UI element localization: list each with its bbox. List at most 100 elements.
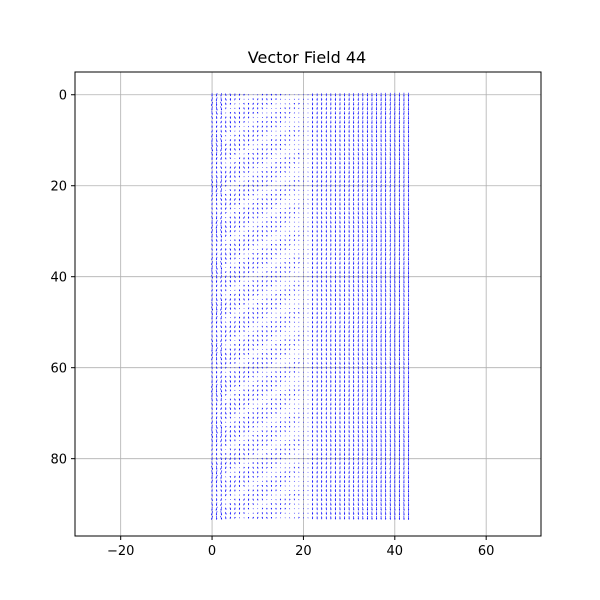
vector-arrow — [339, 97, 341, 101]
vector-arrow — [270, 517, 273, 519]
vector-arrow — [407, 479, 410, 484]
vector-arrow — [362, 188, 364, 192]
vector-arrow — [334, 343, 337, 347]
vector-arrow — [270, 353, 272, 356]
vector-arrow — [362, 516, 364, 520]
vector-arrow — [256, 211, 259, 215]
vector-arrow — [238, 371, 241, 374]
vector-arrow — [220, 111, 222, 115]
vector-arrow — [316, 429, 318, 433]
vector-arrow — [215, 438, 218, 443]
vector-arrow — [229, 484, 232, 488]
vector-arrow — [316, 425, 318, 429]
vector-arrow — [215, 101, 218, 106]
vector-arrow — [279, 239, 282, 242]
vector-arrow — [366, 475, 369, 479]
vector-arrow — [403, 238, 405, 243]
vector-arrow — [330, 202, 332, 206]
vector-arrow — [394, 402, 396, 407]
vector-arrow — [284, 116, 286, 119]
vector-arrow — [394, 160, 396, 165]
vector-arrow — [380, 233, 382, 238]
vector-arrow — [311, 175, 314, 179]
vector-arrow — [380, 379, 382, 384]
vector-arrow — [348, 261, 350, 265]
vector-arrow — [380, 188, 382, 193]
vector-arrow — [316, 466, 318, 470]
vector-arrow — [366, 115, 369, 120]
vector-arrow — [371, 197, 373, 202]
vector-arrow — [394, 238, 396, 243]
vector-arrow — [348, 484, 350, 488]
vector-arrow — [339, 215, 341, 220]
vector-arrow — [243, 389, 245, 392]
vector-arrow — [375, 493, 378, 497]
vector-arrow — [243, 339, 245, 342]
vector-arrow — [256, 111, 259, 114]
vector-arrow — [375, 411, 378, 415]
vector-arrow — [280, 325, 282, 328]
vector-arrow — [261, 289, 264, 292]
vector-arrow — [362, 284, 364, 288]
vector-arrow — [247, 271, 250, 274]
vector-arrow — [366, 447, 369, 452]
vector-arrow — [215, 361, 218, 365]
vector-arrow — [366, 484, 369, 488]
vector-arrow — [293, 184, 295, 187]
vector-arrow — [261, 184, 264, 187]
vector-arrow — [215, 111, 218, 115]
vector-arrow — [330, 416, 332, 420]
vector-arrow — [330, 229, 332, 233]
vector-arrow — [321, 202, 323, 206]
vector-arrow — [247, 248, 250, 251]
vector-arrow — [252, 252, 254, 255]
vector-arrow — [325, 257, 327, 260]
vector-arrow — [311, 107, 314, 110]
vector-arrow — [280, 448, 282, 451]
vector-arrow — [247, 166, 250, 169]
vector-arrow — [225, 243, 227, 246]
vector-arrow — [275, 457, 277, 460]
vector-arrow — [407, 283, 410, 288]
vector-arrow — [311, 216, 314, 219]
vector-arrow — [325, 320, 327, 324]
vector-arrow — [357, 488, 359, 493]
vector-arrow — [357, 347, 359, 352]
vector-arrow — [389, 179, 391, 184]
vector-arrow — [261, 202, 263, 205]
vector-arrow — [334, 216, 337, 220]
vector-arrow — [339, 211, 341, 215]
vector-arrow — [334, 111, 337, 115]
vector-arrow — [257, 448, 259, 451]
vector-arrow — [398, 452, 401, 457]
vector-arrow — [321, 197, 323, 201]
vector-arrow — [375, 370, 378, 375]
vector-arrow — [353, 93, 355, 97]
vector-arrow — [321, 229, 323, 233]
vector-arrow — [284, 366, 286, 369]
vector-arrow — [362, 334, 364, 338]
vector-arrow — [243, 393, 245, 397]
vector-arrow — [348, 188, 350, 192]
vector-arrow — [243, 275, 245, 278]
vector-arrow — [311, 334, 314, 338]
vector-arrow — [343, 256, 346, 261]
vector-arrow — [389, 338, 391, 343]
vector-arrow — [353, 138, 355, 142]
vector-arrow — [321, 275, 323, 279]
vector-arrow — [325, 329, 327, 333]
vector-arrow — [261, 212, 263, 214]
vector-arrow — [380, 374, 382, 379]
vector-arrow — [339, 488, 341, 493]
vector-arrow — [211, 274, 213, 279]
vector-arrow — [357, 497, 359, 502]
vector-arrow — [270, 198, 273, 201]
vector-arrow — [385, 438, 387, 443]
vector-arrow — [211, 133, 213, 138]
vector-arrow — [321, 370, 323, 374]
vector-arrow — [243, 457, 245, 460]
vector-arrow — [325, 152, 327, 156]
vector-arrow — [215, 375, 218, 379]
vector-arrow — [220, 138, 223, 143]
vector-arrow — [311, 243, 314, 247]
